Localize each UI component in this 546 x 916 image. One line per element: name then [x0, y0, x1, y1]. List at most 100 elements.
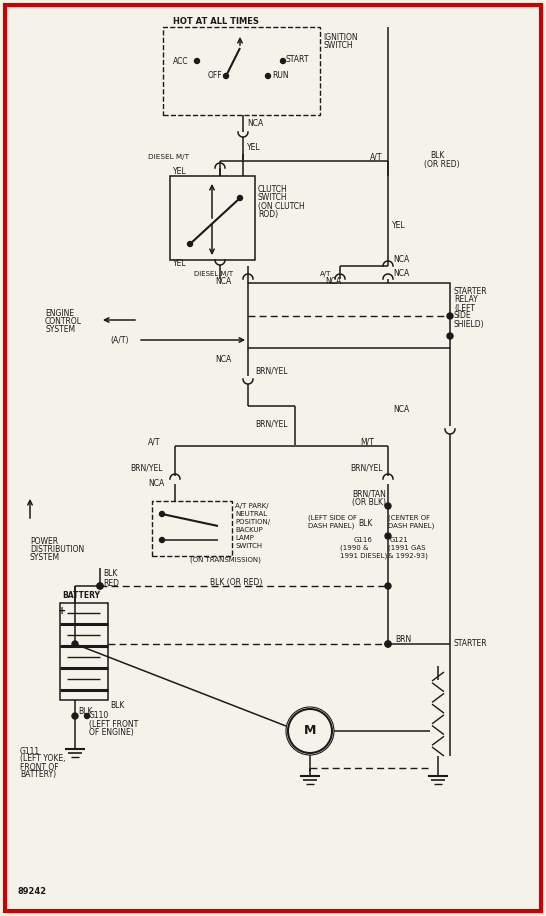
Text: (1991 GAS: (1991 GAS: [388, 545, 425, 551]
Text: BATTERY): BATTERY): [20, 770, 56, 780]
Text: BRN/YEL: BRN/YEL: [255, 420, 288, 429]
Text: BRN/YEL: BRN/YEL: [350, 463, 383, 473]
Text: (LEFT FRONT: (LEFT FRONT: [89, 719, 138, 728]
Text: M: M: [304, 725, 316, 737]
Text: +: +: [58, 606, 66, 616]
Text: DASH PANEL): DASH PANEL): [308, 523, 354, 529]
Circle shape: [385, 533, 391, 539]
Circle shape: [72, 641, 78, 647]
Circle shape: [223, 73, 228, 79]
Bar: [170, 176, 255, 260]
Text: NCA: NCA: [215, 355, 232, 365]
Text: A/T: A/T: [148, 438, 161, 446]
Circle shape: [385, 641, 391, 647]
Text: FRONT OF: FRONT OF: [20, 762, 58, 771]
Text: BRN/YEL: BRN/YEL: [255, 366, 288, 376]
Text: NEUTRAL: NEUTRAL: [235, 511, 267, 517]
Text: ACC: ACC: [173, 57, 188, 66]
Circle shape: [265, 73, 270, 79]
Text: POWER: POWER: [30, 537, 58, 546]
Text: G116: G116: [354, 537, 373, 543]
Text: 1991 DIESEL): 1991 DIESEL): [340, 552, 387, 560]
Text: CONTROL: CONTROL: [45, 318, 82, 326]
Text: BLK (OR RED): BLK (OR RED): [210, 577, 263, 586]
Text: HOT AT ALL TIMES: HOT AT ALL TIMES: [173, 16, 259, 26]
Text: DASH PANEL): DASH PANEL): [388, 523, 435, 529]
Text: RUN: RUN: [272, 71, 289, 81]
Text: LAMP: LAMP: [235, 535, 254, 541]
Text: DIESEL M/T: DIESEL M/T: [148, 154, 189, 160]
Text: (LEFT SIDE OF: (LEFT SIDE OF: [308, 515, 357, 521]
Text: SWITCH: SWITCH: [323, 41, 353, 50]
Text: STARTER: STARTER: [454, 639, 488, 649]
Text: YEL: YEL: [247, 144, 260, 152]
Text: BRN/TAN: BRN/TAN: [352, 489, 386, 498]
Bar: [248, 283, 450, 348]
Text: YEL: YEL: [173, 259, 187, 268]
Text: BATTERY: BATTERY: [62, 592, 100, 601]
Text: NCA: NCA: [393, 256, 410, 265]
Text: M/T: M/T: [360, 438, 374, 446]
Text: NCA: NCA: [393, 406, 410, 415]
Text: (OR BLK): (OR BLK): [352, 498, 386, 507]
Bar: [60, 603, 108, 700]
Text: G121: G121: [390, 537, 409, 543]
Circle shape: [97, 583, 103, 589]
Text: A/T: A/T: [320, 271, 331, 277]
Text: BLK: BLK: [110, 702, 124, 711]
Circle shape: [159, 511, 164, 517]
Text: BLK: BLK: [78, 706, 92, 715]
Text: POSITION/: POSITION/: [235, 519, 270, 525]
Text: SIDE: SIDE: [454, 311, 472, 321]
Text: A/T: A/T: [370, 152, 383, 161]
Text: YEL: YEL: [173, 168, 187, 177]
Text: BLK: BLK: [358, 519, 372, 529]
Circle shape: [385, 583, 391, 589]
Text: NCA: NCA: [215, 278, 232, 287]
Circle shape: [187, 242, 193, 246]
Text: ENGINE: ENGINE: [45, 310, 74, 319]
Text: OFF: OFF: [208, 71, 223, 81]
Circle shape: [385, 641, 391, 647]
Text: G111: G111: [20, 747, 40, 756]
Text: BACKUP: BACKUP: [235, 527, 263, 533]
Text: OF ENGINE): OF ENGINE): [89, 727, 134, 736]
Text: & 1992-93): & 1992-93): [388, 552, 428, 560]
Circle shape: [447, 333, 453, 339]
Text: (CENTER OF: (CENTER OF: [388, 515, 430, 521]
Text: (LEFT: (LEFT: [454, 303, 475, 312]
Text: RED: RED: [103, 579, 119, 587]
Text: NCA: NCA: [247, 118, 263, 127]
Text: (1990 &: (1990 &: [340, 545, 369, 551]
Text: SHIELD): SHIELD): [454, 320, 485, 329]
Text: (LEFT YOKE,: (LEFT YOKE,: [20, 755, 66, 764]
Text: (ON CLUTCH: (ON CLUTCH: [258, 202, 305, 211]
Text: (ON TRANSMISSION): (ON TRANSMISSION): [190, 557, 261, 563]
Text: CLUTCH: CLUTCH: [258, 186, 288, 194]
Text: IGNITION: IGNITION: [323, 34, 358, 42]
Text: BLK: BLK: [430, 151, 444, 160]
Text: BLK: BLK: [103, 570, 117, 579]
Circle shape: [385, 503, 391, 509]
Text: YEL: YEL: [392, 222, 406, 231]
Text: G110: G110: [89, 712, 109, 721]
Text: A/T PARK/: A/T PARK/: [235, 503, 269, 509]
Circle shape: [447, 313, 453, 319]
Text: SYSTEM: SYSTEM: [45, 325, 75, 334]
Circle shape: [97, 583, 103, 589]
Circle shape: [281, 59, 286, 63]
Circle shape: [85, 714, 90, 718]
Text: BRN: BRN: [395, 635, 411, 644]
Bar: [152, 501, 232, 556]
Text: DIESEL M/T: DIESEL M/T: [194, 271, 233, 277]
Text: NCA: NCA: [325, 278, 341, 287]
Text: BRN/YEL: BRN/YEL: [130, 463, 163, 473]
Text: NCA: NCA: [148, 479, 164, 488]
Text: DISTRIBUTION: DISTRIBUTION: [30, 544, 84, 553]
Text: 89242: 89242: [18, 887, 47, 896]
Circle shape: [238, 195, 242, 201]
Text: RELAY: RELAY: [454, 296, 478, 304]
Bar: [163, 27, 320, 115]
Circle shape: [194, 59, 199, 63]
Text: ROD): ROD): [258, 210, 278, 219]
